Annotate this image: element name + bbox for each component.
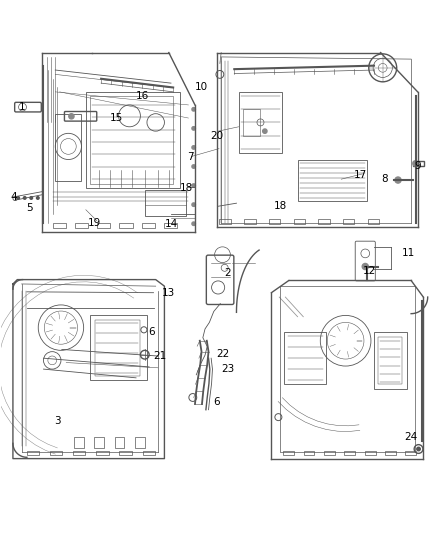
Circle shape [395,177,401,183]
Bar [95,437,104,448]
Bar [343,220,354,224]
Text: 17: 17 [354,170,367,180]
Bar [385,451,396,455]
Text: 10: 10 [195,83,208,93]
Text: 15: 15 [110,113,123,123]
Circle shape [36,197,39,199]
Bar [368,220,379,224]
Bar [120,451,132,455]
Bar [406,451,417,455]
Bar [324,451,335,455]
Text: 21: 21 [153,351,167,361]
Bar [50,451,62,455]
Text: 20: 20 [210,131,223,141]
Circle shape [362,263,368,270]
Text: 24: 24 [404,432,418,442]
Circle shape [17,197,19,199]
Text: 16: 16 [136,91,149,101]
Circle shape [30,197,32,199]
Text: 12: 12 [363,266,376,276]
Bar [344,451,355,455]
Circle shape [192,146,195,149]
Bar [90,314,147,380]
Circle shape [192,165,195,168]
Text: 18: 18 [273,201,287,211]
Text: 7: 7 [187,152,194,163]
Bar [86,92,180,188]
Bar [96,451,109,455]
Circle shape [192,108,195,111]
Bar [244,220,255,224]
Bar [269,220,280,224]
Circle shape [192,184,195,187]
Circle shape [69,114,74,119]
Circle shape [417,447,420,451]
Bar [115,437,124,448]
Bar [90,96,173,183]
Text: 18: 18 [180,183,193,193]
Text: 22: 22 [217,349,230,359]
Circle shape [263,129,267,133]
Bar [53,223,66,228]
Circle shape [23,197,26,199]
Text: 4: 4 [11,192,17,201]
Bar [164,223,177,228]
Bar [304,451,314,455]
Text: 9: 9 [414,161,421,171]
Text: 14: 14 [164,219,177,229]
Bar [142,223,155,228]
Text: 11: 11 [402,248,416,259]
Bar [243,109,261,135]
Text: 1: 1 [18,102,25,112]
Bar [413,161,424,166]
Bar [75,223,88,228]
Text: 6: 6 [148,327,155,337]
Text: 23: 23 [221,364,234,374]
Bar [365,451,376,455]
Circle shape [413,161,418,166]
Bar [318,220,330,224]
Text: 5: 5 [26,203,32,213]
Bar [239,92,283,153]
Bar [378,337,403,384]
Bar [297,159,367,201]
Bar [73,451,85,455]
Bar [145,190,186,216]
Text: 3: 3 [54,416,61,426]
Bar [285,332,326,384]
Bar [27,451,39,455]
Bar [74,437,84,448]
Bar [135,437,145,448]
Text: 8: 8 [381,174,388,184]
Bar [55,114,81,181]
Bar [219,220,231,224]
Bar [374,332,407,389]
Text: 13: 13 [162,288,175,298]
Circle shape [192,127,195,130]
Text: 6: 6 [213,397,220,407]
Bar [283,451,294,455]
Bar [143,451,155,455]
Bar [120,223,133,228]
Bar [97,223,110,228]
Circle shape [192,203,195,206]
Circle shape [192,222,195,225]
Text: 19: 19 [88,218,101,228]
Text: 2: 2 [224,268,231,278]
Bar [293,220,305,224]
Bar [95,320,141,376]
